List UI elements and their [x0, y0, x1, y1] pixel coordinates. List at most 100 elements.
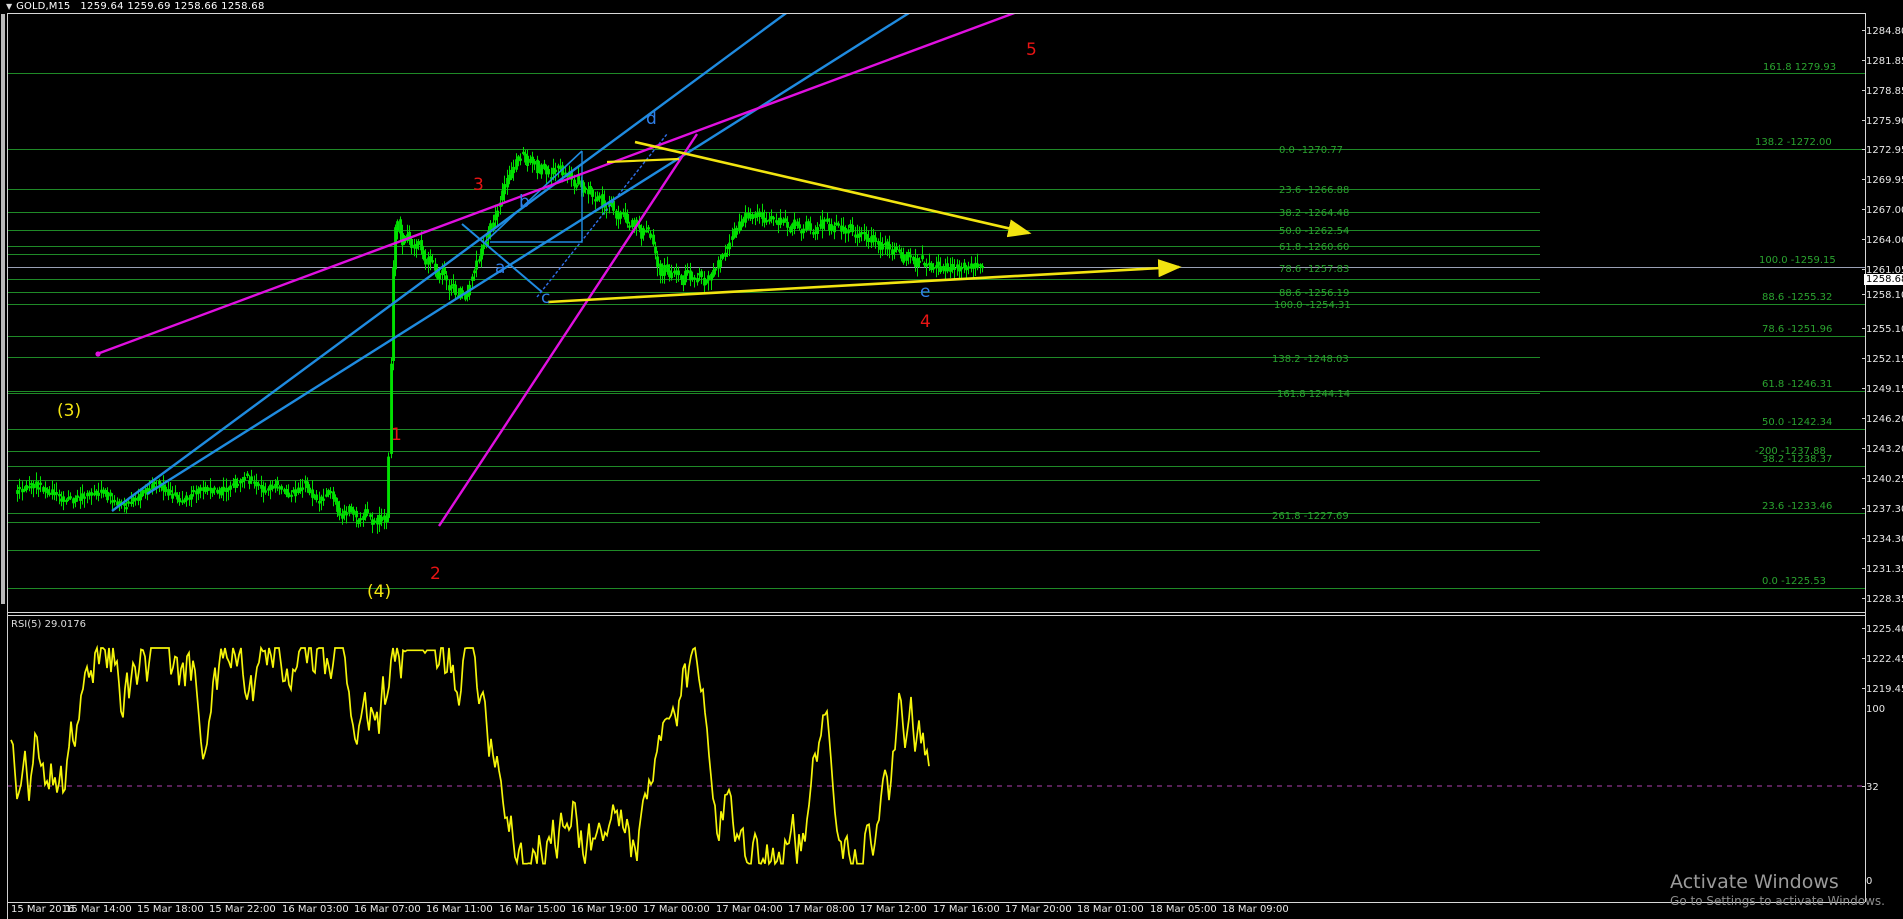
fib-line: [7, 391, 1865, 392]
time-scale[interactable]: 15 Mar 2016 15 Mar 14:00 15 Mar 18:00 15…: [7, 902, 1865, 919]
fib-label: 138.2 -1272.00: [1755, 137, 1832, 148]
fib-line: [7, 304, 1865, 305]
time-tick: 15 Mar 22:00: [209, 904, 276, 915]
trendline-yellow-lower: [547, 259, 1182, 304]
wave-label-3-major: (3): [57, 401, 82, 421]
fib-label: 0.0 -1270.77: [1279, 145, 1344, 156]
wave-label-1: 1: [391, 425, 402, 445]
fib-label: 50.0 -1262.54: [1279, 226, 1350, 237]
rsi-indicator-pane[interactable]: RSI(5) 29.0176: [7, 615, 1903, 902]
time-tick: 17 Mar 16:00: [933, 904, 1000, 915]
price-tick: 1275.90: [1862, 117, 1903, 127]
chart-menu-caret-icon[interactable]: ▼: [6, 2, 13, 11]
price-tick: 1225.40: [1862, 625, 1903, 635]
wave-label-b: b: [519, 192, 530, 212]
fib-line: [7, 480, 1540, 481]
price-tick: 1222.45: [1862, 655, 1903, 665]
fib-line: [7, 149, 1865, 150]
trendline-yellow-cross: [606, 157, 680, 164]
fib-line: [7, 336, 1865, 337]
fib-label: 78.6 -1257.83: [1279, 264, 1350, 275]
price-tick: 1272.95: [1862, 146, 1903, 156]
wave-label-5: 5: [1026, 40, 1037, 60]
fib-line: [7, 513, 1865, 514]
fib-line: [7, 588, 1865, 589]
fib-line: [7, 73, 1865, 74]
price-tick: 1231.35: [1862, 565, 1903, 575]
wave-label-d: d: [646, 109, 657, 129]
chart-titlebar: ▼ GOLD,M15 1259.64 1259.69 1258.66 1258.68: [0, 0, 1903, 13]
fib-label: 23.6 -1233.46: [1762, 501, 1833, 512]
left-scroll-rail[interactable]: [0, 0, 8, 919]
anchor-point-magenta: [95, 351, 101, 357]
price-scale[interactable]: 1284.80 1281.85 1278.85 1275.90 1272.95 …: [1862, 13, 1903, 902]
fib-label: 138.2 -1248.03: [1272, 354, 1349, 365]
fib-label: 61.8 -1246.31: [1762, 379, 1833, 390]
trendline-magenta-1: [96, 14, 1016, 356]
fib-line: [7, 466, 1865, 467]
current-price-line: [7, 267, 1903, 268]
price-tick: 1255.10: [1862, 325, 1903, 335]
trendline-blue-abc3: [536, 133, 668, 298]
trendline-blue-1: [111, 14, 787, 512]
fib-label: 100.0 -1254.31: [1274, 300, 1351, 311]
time-tick: 15 Mar 2016: [11, 904, 75, 915]
wave-label-3: 3: [473, 175, 484, 195]
time-tick: 17 Mar 08:00: [788, 904, 855, 915]
drawing-tools-overlay: [95, 14, 1182, 527]
fib-line: [7, 279, 1540, 280]
price-tick: 1219.45: [1862, 685, 1903, 695]
fib-label: 23.6 -1266.88: [1279, 185, 1350, 196]
fib-line: [7, 429, 1865, 430]
fib-line: [7, 254, 1540, 255]
time-tick: 16 Mar 07:00: [354, 904, 421, 915]
candlestick-series: [16, 147, 984, 534]
price-tick: 1249.15: [1862, 385, 1903, 395]
wave-label-4: 4: [920, 312, 931, 332]
price-tick: 1281.85: [1862, 57, 1903, 67]
trendline-blue-abc2: [484, 150, 583, 243]
time-tick: 16 Mar 19:00: [571, 904, 638, 915]
price-tick: 1228.35: [1862, 595, 1903, 605]
current-price-tag: 1258.68: [1864, 274, 1903, 285]
time-tick: 18 Mar 01:00: [1077, 904, 1144, 915]
price-tick: 1264.00: [1862, 236, 1903, 246]
time-tick: 15 Mar 18:00: [137, 904, 204, 915]
rsi-tick: 0: [1866, 876, 1873, 887]
fib-label: 88.6 -1255.32: [1762, 292, 1833, 303]
wave-label-a: a: [495, 258, 506, 278]
fib-label: 50.0 -1242.34: [1762, 417, 1833, 428]
time-tick: 17 Mar 12:00: [860, 904, 927, 915]
ohlc-values: 1259.64 1259.69 1258.66 1258.68: [80, 1, 265, 12]
price-tick: 1269.95: [1862, 176, 1903, 186]
wave-label-2: 2: [430, 564, 441, 584]
price-tick: 1278.85: [1862, 87, 1903, 97]
symbol-period-label: GOLD,M15: [16, 1, 71, 12]
fib-line: [7, 451, 1540, 452]
blue-channel: [490, 151, 583, 243]
fib-label: 88.6 -1256.19: [1279, 288, 1350, 299]
price-tick: 1267.00: [1862, 206, 1903, 216]
price-tick: 1261.05: [1862, 266, 1903, 276]
fib-label: 161.8 1279.93: [1763, 62, 1837, 73]
fib-line: [7, 522, 1540, 523]
price-tick: 1246.20: [1862, 415, 1903, 425]
price-tick: 1237.30: [1862, 505, 1903, 515]
rsi-series: [7, 644, 1865, 866]
rsi-label: RSI(5) 29.0176: [11, 619, 86, 630]
price-tick: 1234.30: [1862, 535, 1903, 545]
price-tick: 1258.10: [1862, 291, 1903, 301]
time-tick: 16 Mar 03:00: [282, 904, 349, 915]
price-tick: 1252.15: [1862, 355, 1903, 365]
time-tick: 17 Mar 04:00: [716, 904, 783, 915]
rsi-tick: 100: [1866, 704, 1886, 715]
time-tick: 18 Mar 05:00: [1150, 904, 1217, 915]
rsi-tick: 32: [1862, 783, 1879, 793]
price-tick: 1243.20: [1862, 445, 1903, 455]
time-tick: 17 Mar 00:00: [643, 904, 710, 915]
fib-label: 261.8 -1227.69: [1272, 511, 1349, 522]
scroll-thumb[interactable]: [1, 14, 5, 604]
price-chart-pane[interactable]: 3 5 1 2 4 a b c d e (3) (4) 0.0 -1270.77…: [7, 13, 1903, 613]
trendline-yellow-upper: [634, 140, 1032, 238]
